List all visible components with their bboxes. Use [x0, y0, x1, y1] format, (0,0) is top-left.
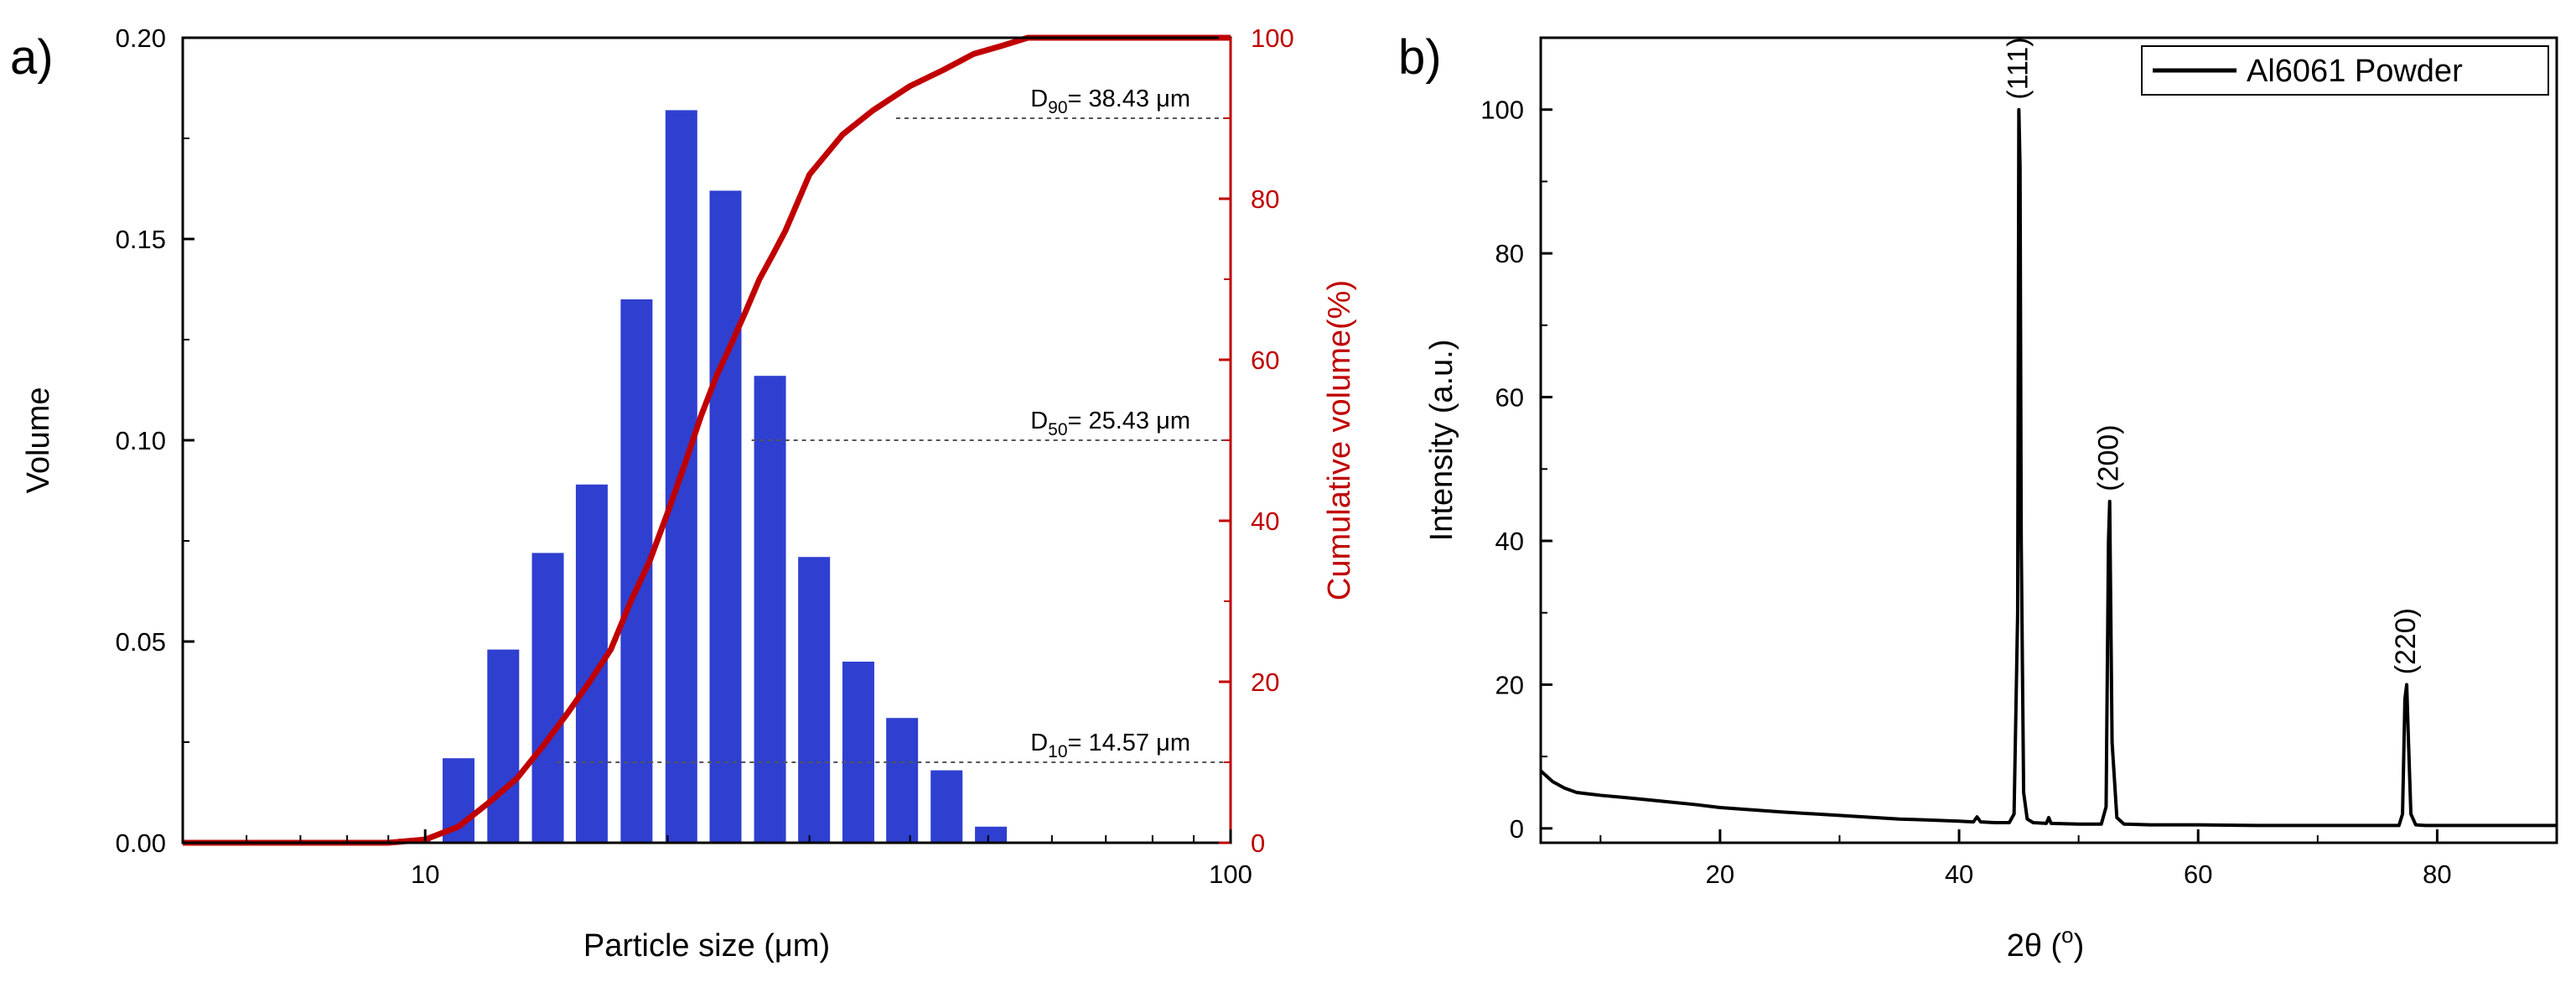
- y-tick-label: 20: [1495, 670, 1524, 699]
- reference-label-letter: D: [1030, 408, 1048, 434]
- axis-ticks-a: 0.00 0.05 0.10 0.15 0.20 0 20 40 60 80 100 10 100: [116, 23, 1294, 889]
- x-tick-label: 10: [411, 860, 439, 889]
- bar: [531, 553, 564, 843]
- bar: [709, 190, 742, 843]
- y-tick-label: 60: [1495, 383, 1524, 413]
- panel-b-label: b): [1398, 30, 1442, 85]
- cumulative-volume-curve: [183, 34, 1231, 846]
- plot-frame-b: [1539, 36, 2558, 844]
- bar: [930, 770, 963, 843]
- y-tick-label: 80: [1495, 239, 1524, 268]
- y-tick-label: 0.00: [116, 829, 166, 858]
- x-axis-title-b-sup: o: [2061, 922, 2073, 948]
- y-tick-label: 40: [1495, 527, 1524, 556]
- reference-label-sub: 90: [1048, 98, 1067, 117]
- y2-tick-label: 80: [1251, 184, 1279, 214]
- reference-label-value: = 25.43 μm: [1068, 408, 1191, 434]
- y-tick-label: 0.20: [116, 23, 166, 53]
- y2-tick-label: 100: [1251, 23, 1294, 53]
- y2-axis-title: Cumulative volume(%): [1322, 280, 1357, 600]
- reference-label: D90= 38.43 μm: [1030, 86, 1190, 117]
- x-axis-title-b: 2θ (o): [2007, 922, 2085, 964]
- axis-ticks-b: 0 20 40 60 80 100 20 40 60 80: [1480, 96, 2451, 889]
- reference-label-sub: 10: [1048, 742, 1067, 761]
- bar: [975, 826, 1008, 843]
- legend: Al6061 Powder: [2141, 45, 2549, 96]
- y2-tick-label: 20: [1251, 668, 1279, 697]
- legend-label: Al6061 Powder: [2247, 54, 2463, 89]
- x-axis-title-b-end: ): [2074, 928, 2085, 964]
- peak-label: (200): [2093, 424, 2125, 491]
- reference-label-letter: D: [1030, 730, 1048, 756]
- peak-label: (111): [2002, 37, 2034, 99]
- bar-series: [398, 110, 1140, 843]
- y-axis-title-a: Volume: [21, 387, 56, 494]
- x-tick-label: 80: [2423, 860, 2451, 889]
- y2-tick-label: 0: [1251, 829, 1265, 858]
- reference-label-letter: D: [1030, 86, 1048, 112]
- y-tick-label: 0.15: [116, 225, 166, 254]
- panel-a-label: a): [10, 30, 54, 85]
- y2-tick-label: 60: [1251, 345, 1279, 375]
- reference-label: D10= 14.57 μm: [1030, 730, 1190, 761]
- bar: [798, 557, 831, 843]
- peak-label: (220): [2390, 608, 2422, 674]
- reference-label-value: = 14.57 μm: [1068, 730, 1191, 756]
- peak-labels: (111) (200) (220): [2002, 37, 2422, 674]
- x-tick-label: 100: [1209, 860, 1252, 889]
- bar: [487, 649, 520, 843]
- x-tick-label: 40: [1945, 860, 1973, 889]
- reference-label-value: = 38.43 μm: [1068, 86, 1191, 112]
- x-tick-label: 20: [1706, 860, 1734, 889]
- xrd-pattern-line: [1539, 107, 2557, 828]
- reference-label: D50= 25.43 μm: [1030, 408, 1190, 439]
- x-tick-label: 60: [2184, 860, 2212, 889]
- bar: [886, 718, 919, 843]
- x-axis-title-b-main: 2θ (: [2007, 928, 2062, 964]
- y-tick-label: 100: [1480, 96, 1524, 125]
- bar: [754, 376, 786, 843]
- y2-tick-label: 40: [1251, 506, 1279, 536]
- y-tick-label: 0.10: [116, 426, 166, 455]
- x-axis-title-a: Particle size (μm): [583, 928, 830, 964]
- bar: [842, 662, 874, 843]
- reference-label-sub: 50: [1048, 420, 1067, 439]
- y-tick-label: 0.05: [116, 627, 166, 657]
- y-tick-label: 0: [1510, 814, 1524, 844]
- y-axis-title-b: Intensity (a.u.): [1424, 340, 1459, 542]
